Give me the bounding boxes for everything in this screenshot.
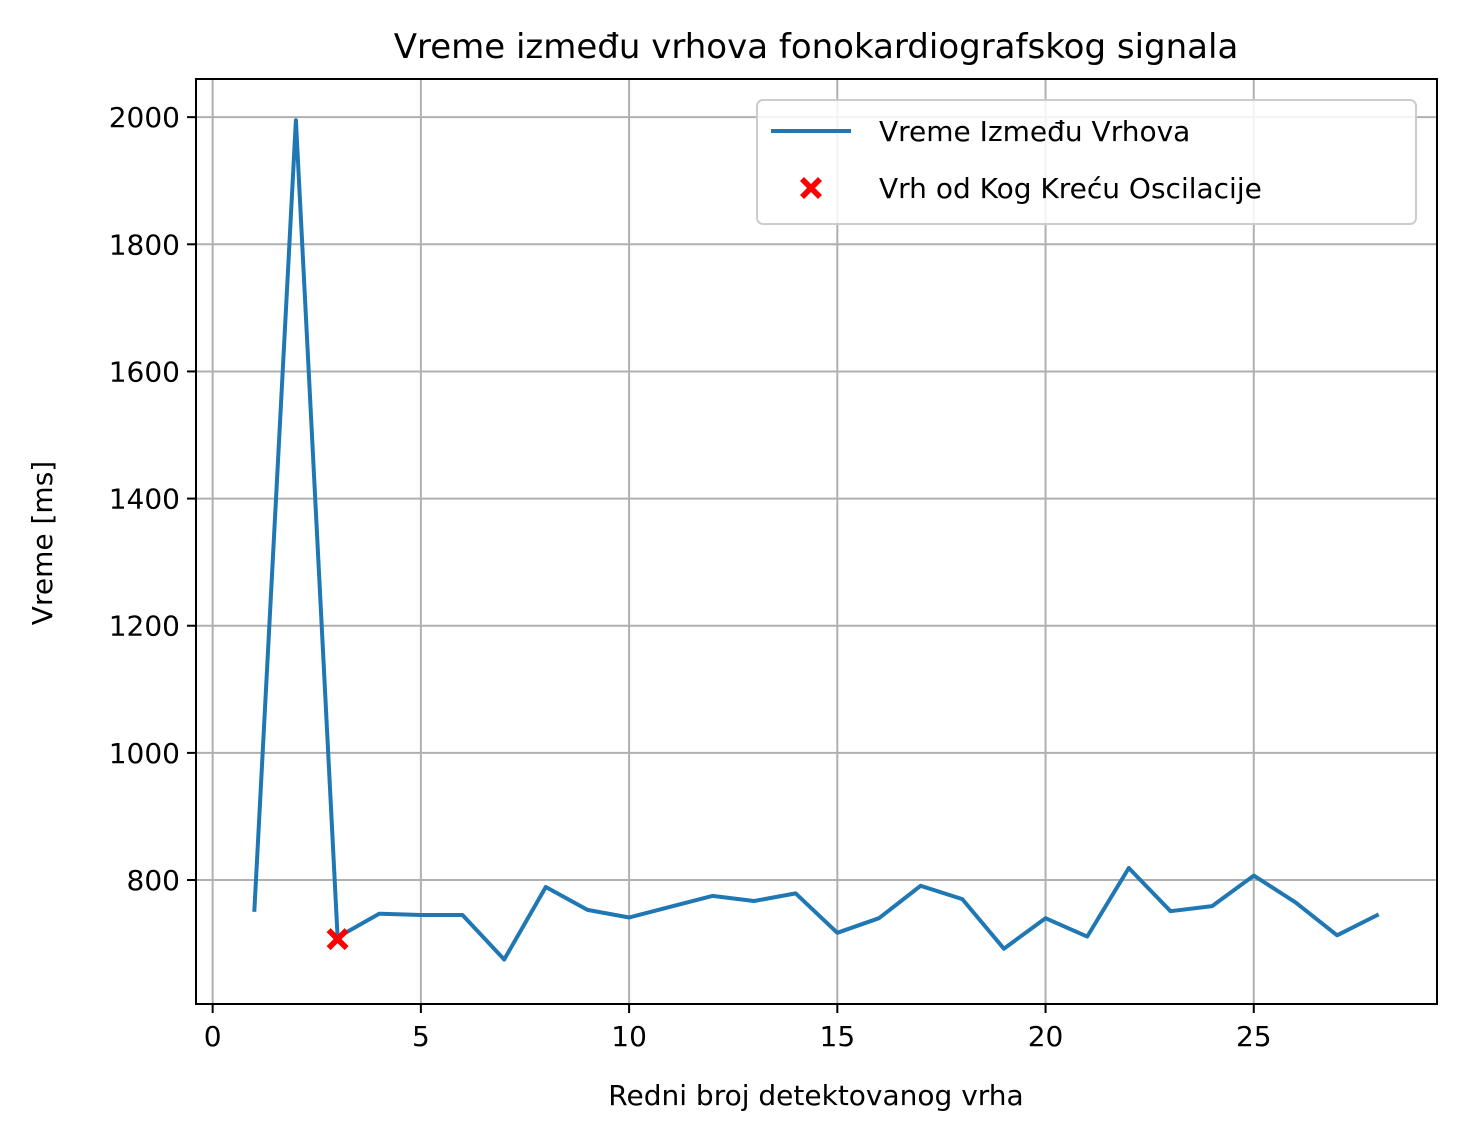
y-tick-label: 2000 — [109, 101, 180, 134]
legend-box — [756, 99, 1417, 225]
ticks: 0 5 10 15 20 25 800 1000 1200 1400 1600 1800 2000 — [109, 101, 1272, 1053]
y-tick-label: 1600 — [109, 355, 180, 388]
x-tick-label: 15 — [820, 1020, 856, 1053]
y-tick-label: 800 — [127, 864, 180, 897]
legend-label-series-2: Vrh od Kog Kreću Oscilacije — [879, 172, 1262, 205]
y-tick-label: 1800 — [109, 228, 180, 261]
y-tick-label: 1400 — [109, 483, 180, 516]
x-tick-label: 10 — [611, 1020, 647, 1053]
grid — [196, 79, 1437, 1004]
plot-frame — [195, 78, 1438, 1005]
highlight-marker — [326, 928, 349, 951]
y-tick-label: 1000 — [109, 737, 180, 770]
series-line-1 — [252, 118, 1380, 962]
y-tick-label: 1200 — [109, 610, 180, 643]
x-tick-label: 25 — [1236, 1020, 1272, 1053]
x-tick-label: 20 — [1028, 1020, 1064, 1053]
legend-label-series-1: Vreme Između Vrhova — [879, 115, 1190, 148]
chart-title: Vreme između vrhova fonokardiografskog s… — [394, 27, 1239, 67]
legend: Vreme Između Vrhova Vrh od Kog Kreću Osc… — [756, 99, 1417, 225]
series-layer — [252, 118, 1380, 962]
y-axis-title: Vreme [ms] — [26, 461, 59, 625]
legend-marker-swatch — [800, 177, 822, 199]
x-tick-label: 0 — [204, 1020, 222, 1053]
x-axis-title: Redni broj detektovanog vrha — [608, 1079, 1023, 1112]
x-tick-label: 5 — [412, 1020, 430, 1053]
